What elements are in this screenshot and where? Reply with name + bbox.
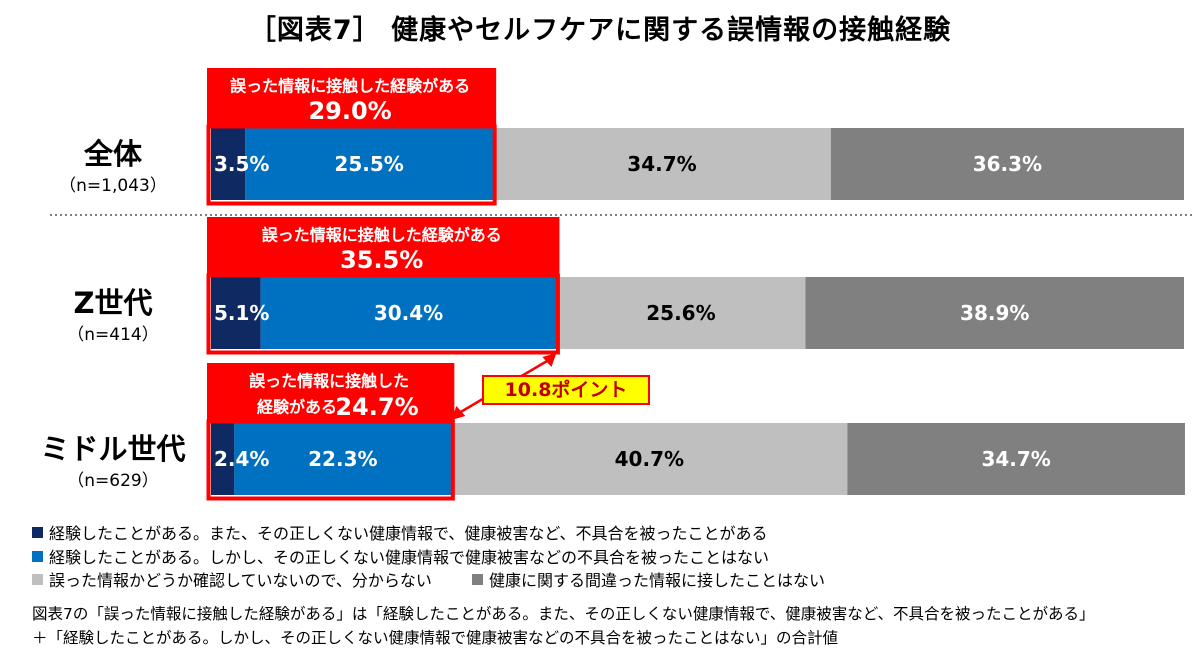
total-caption-1: 誤った情報に接触した経験がある [230,77,470,96]
legend-swatch-3 [32,574,43,585]
bar-segment-3-4 [847,423,1185,495]
data-label-3-1: 2.4% [214,447,269,471]
total-caption-2: 誤った情報に接触した経験がある [262,226,502,245]
difference-callout-box [482,375,650,405]
category-n-2: （n=414） [67,325,158,345]
category-n-3: （n=629） [67,471,158,491]
category-n-1: （n=1,043） [59,176,167,196]
legend-label-2: 経験したことがある。しかし、その正しくない健康情報で健康被害などの不具合を被った… [49,548,770,567]
total-caption-box-1 [207,68,497,128]
bar-segment-2-2 [260,277,557,349]
bar-segment-1-4 [830,128,1184,200]
legend-item-2: 経験したことがある。しかし、その正しくない健康情報で健康被害などの不具合を被った… [32,548,769,568]
footnote-line-1: 図表7の「誤った情報に接触した経験がある」は「経験したことがある。また、その正し… [32,605,1095,623]
data-label-1-4: 36.3% [973,152,1042,176]
bar-segment-3-1 [211,423,235,495]
legend-label-1: 経験したことがある。また、その正しくない健康情報で、健康被害など、不具合を被った… [49,524,768,543]
total-caption-3-a: 誤った情報に接触した [249,372,409,391]
data-label-2-4: 38.9% [960,301,1029,325]
bar-segment-3-3 [451,423,848,495]
legend-item-3: 誤った情報かどうか確認していないので、分からない [32,571,432,591]
data-label-1-3: 34.7% [627,152,696,176]
difference-arrowhead-top [542,353,557,367]
legend-swatch-1 [32,527,43,538]
total-frame-2 [206,273,560,355]
legend-item-1: 経験したことがある。また、その正しくない健康情報で、健康被害など、不具合を被った… [32,524,768,544]
total-value-2: 35.5% [340,246,423,274]
category-label-1: 全体 [83,137,143,171]
legend-label-4: 健康に関する間違った情報に接したことはない [489,571,826,590]
bar-segment-1-3 [493,128,831,200]
legend-swatch-2 [32,551,43,562]
data-label-3-4: 34.7% [981,447,1050,471]
category-label-2: Z世代 [73,286,152,320]
bar-segment-3-2 [234,423,452,495]
data-label-2-2: 30.4% [374,301,443,325]
data-label-2-3: 25.6% [646,301,715,325]
bar-segment-1-1 [211,128,246,200]
difference-callout-text: 10.8ポイント [505,378,628,401]
total-value-1: 29.0% [308,97,391,125]
legend-item-4: 健康に関する間違った情報に接したことはない [472,571,825,591]
legend-swatch-4 [472,574,483,585]
bar-segment-1-2 [245,128,494,200]
legend-label-3: 誤った情報かどうか確認していないので、分からない [49,571,432,590]
data-label-3-3: 40.7% [615,447,684,471]
total-value-3: 24.7% [335,393,418,421]
total-frame-3 [206,419,455,501]
data-label-2-1: 5.1% [214,301,269,325]
footnote-line-2: ＋「経験したことがある。しかし、その正しくない健康情報で健康被害などの不具合を被… [32,629,839,647]
bar-segment-2-3 [556,277,806,349]
difference-arrowhead-bottom [451,406,466,420]
data-label-1-1: 3.5% [214,152,269,176]
total-caption-box-2 [207,217,560,277]
total-caption-3-b: 経験がある [257,398,337,417]
bar-segment-2-4 [805,277,1184,349]
page-title: ［図表7］ 健康やセルフケアに関する誤情報の接触経験 [248,15,952,46]
total-frame-1 [206,124,497,206]
category-label-3: ミドル世代 [40,432,185,466]
total-caption-box-3 [207,363,455,423]
bar-segment-2-1 [211,277,261,349]
data-label-1-2: 25.5% [334,152,403,176]
data-label-3-2: 22.3% [308,447,377,471]
